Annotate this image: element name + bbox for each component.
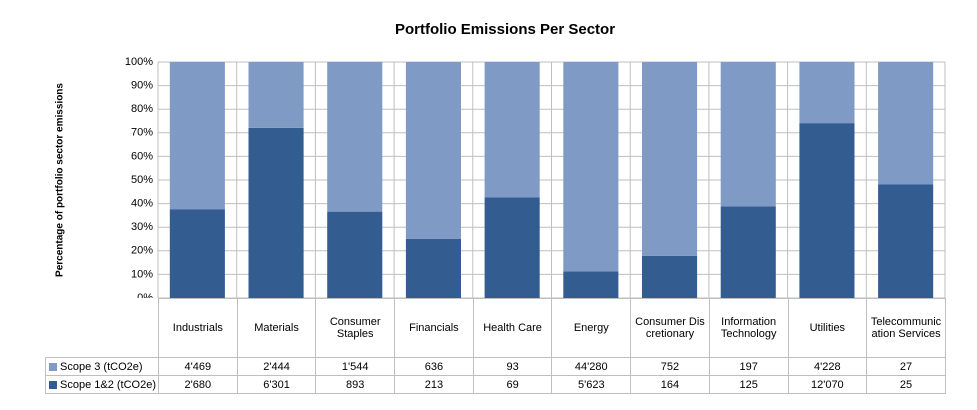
y-tick-label: 0% (137, 292, 153, 298)
y-tick-label: 100% (125, 56, 153, 68)
category-cell: Health Care (472, 298, 553, 358)
y-tick-label: 70% (131, 127, 153, 139)
y-tick-label: 90% (131, 80, 153, 92)
table-cell: 27 (866, 357, 946, 376)
legend-label: Scope 1&2 (tCO2e) (60, 378, 156, 391)
category-cell: Telecommunication Services (866, 298, 946, 358)
chart-title: Portfolio Emissions Per Sector (395, 21, 615, 38)
bar-segment (169, 209, 225, 298)
table-cell: 69 (472, 375, 553, 394)
bar-segment (563, 62, 619, 272)
table-cell: 5'623 (551, 375, 632, 394)
table-cell: 6'301 (236, 375, 317, 394)
y-tick-label: 80% (131, 103, 153, 115)
bar-segment (799, 62, 855, 124)
y-tick-label: 30% (131, 221, 153, 233)
bar-segment (642, 255, 698, 298)
bar-segment (878, 184, 934, 298)
bar-segment (405, 238, 461, 298)
table-cell: 25 (866, 375, 946, 394)
y-tick-label: 40% (131, 198, 153, 210)
category-cell: Materials (236, 298, 317, 358)
bar-segment (878, 62, 934, 185)
bar-segment (642, 62, 698, 256)
category-cell: Financials (394, 298, 474, 358)
bar-segment (484, 197, 540, 298)
category-cell: Information Technology (708, 298, 789, 358)
bar-segment (327, 211, 383, 298)
table-cell: 4'469 (158, 357, 238, 376)
bar-segment (405, 62, 461, 239)
category-cell: Utilities (787, 298, 868, 358)
y-tick-label: 60% (131, 150, 153, 162)
y-tick-label: 10% (131, 268, 153, 280)
bar-segment (799, 123, 855, 298)
category-cell: Consumer Staples (315, 298, 396, 358)
table-cell: 4'228 (787, 357, 868, 376)
category-cell: Consumer Discretionary (630, 298, 710, 358)
legend-label: Scope 3 (tCO2e) (60, 360, 143, 373)
table-cell: 12'070 (787, 375, 868, 394)
bar-segment (563, 271, 619, 298)
legend-cell: Scope 1&2 (tCO2e) (45, 375, 159, 394)
corner-cell (46, 299, 159, 358)
table-cell: 2'444 (236, 357, 317, 376)
table-cell: 1'544 (315, 357, 396, 376)
bar-segment (248, 62, 304, 128)
category-cell: Energy (551, 298, 632, 358)
legend-cell: Scope 3 (tCO2e) (45, 357, 159, 376)
data-table: Industrials Materials Consumer Staples Fina… (45, 298, 946, 394)
y-axis-label: Percentage of portfolio sector emissions (55, 83, 66, 277)
table-cell: 93 (472, 357, 553, 376)
table-cell: 2'680 (158, 375, 238, 394)
bar-segment (484, 62, 540, 198)
table-cell: 44'280 (551, 357, 632, 376)
bar-segment (720, 62, 776, 207)
value-row: Scope 1&2 (tCO2e) 2'680 6'301 893 213 69 5'623… (45, 375, 946, 394)
table-cell: 213 (394, 375, 474, 394)
bar-segment (327, 62, 383, 212)
legend-swatch (49, 380, 57, 389)
table-cell: 125 (708, 375, 789, 394)
bar-segment (720, 206, 776, 298)
bar-segment (248, 127, 304, 298)
table-cell: 164 (630, 375, 710, 394)
table-cell: 893 (315, 375, 396, 394)
y-tick-label: 50% (131, 174, 153, 186)
category-cell: Industrials (158, 298, 238, 358)
table-cell: 636 (394, 357, 474, 376)
table-cell: 197 (708, 357, 789, 376)
table-cell: 752 (630, 357, 710, 376)
legend-swatch (49, 362, 57, 371)
y-tick-label: 20% (131, 245, 153, 257)
bar-segment (169, 62, 225, 210)
value-row: Scope 3 (tCO2e) 4'469 2'444 1'544 636 93 44'28… (45, 357, 946, 376)
category-row: Industrials Materials Consumer Staples Fina… (46, 298, 946, 358)
plot: Portfolio Emissions Per Sector Percentag… (55, 21, 946, 298)
